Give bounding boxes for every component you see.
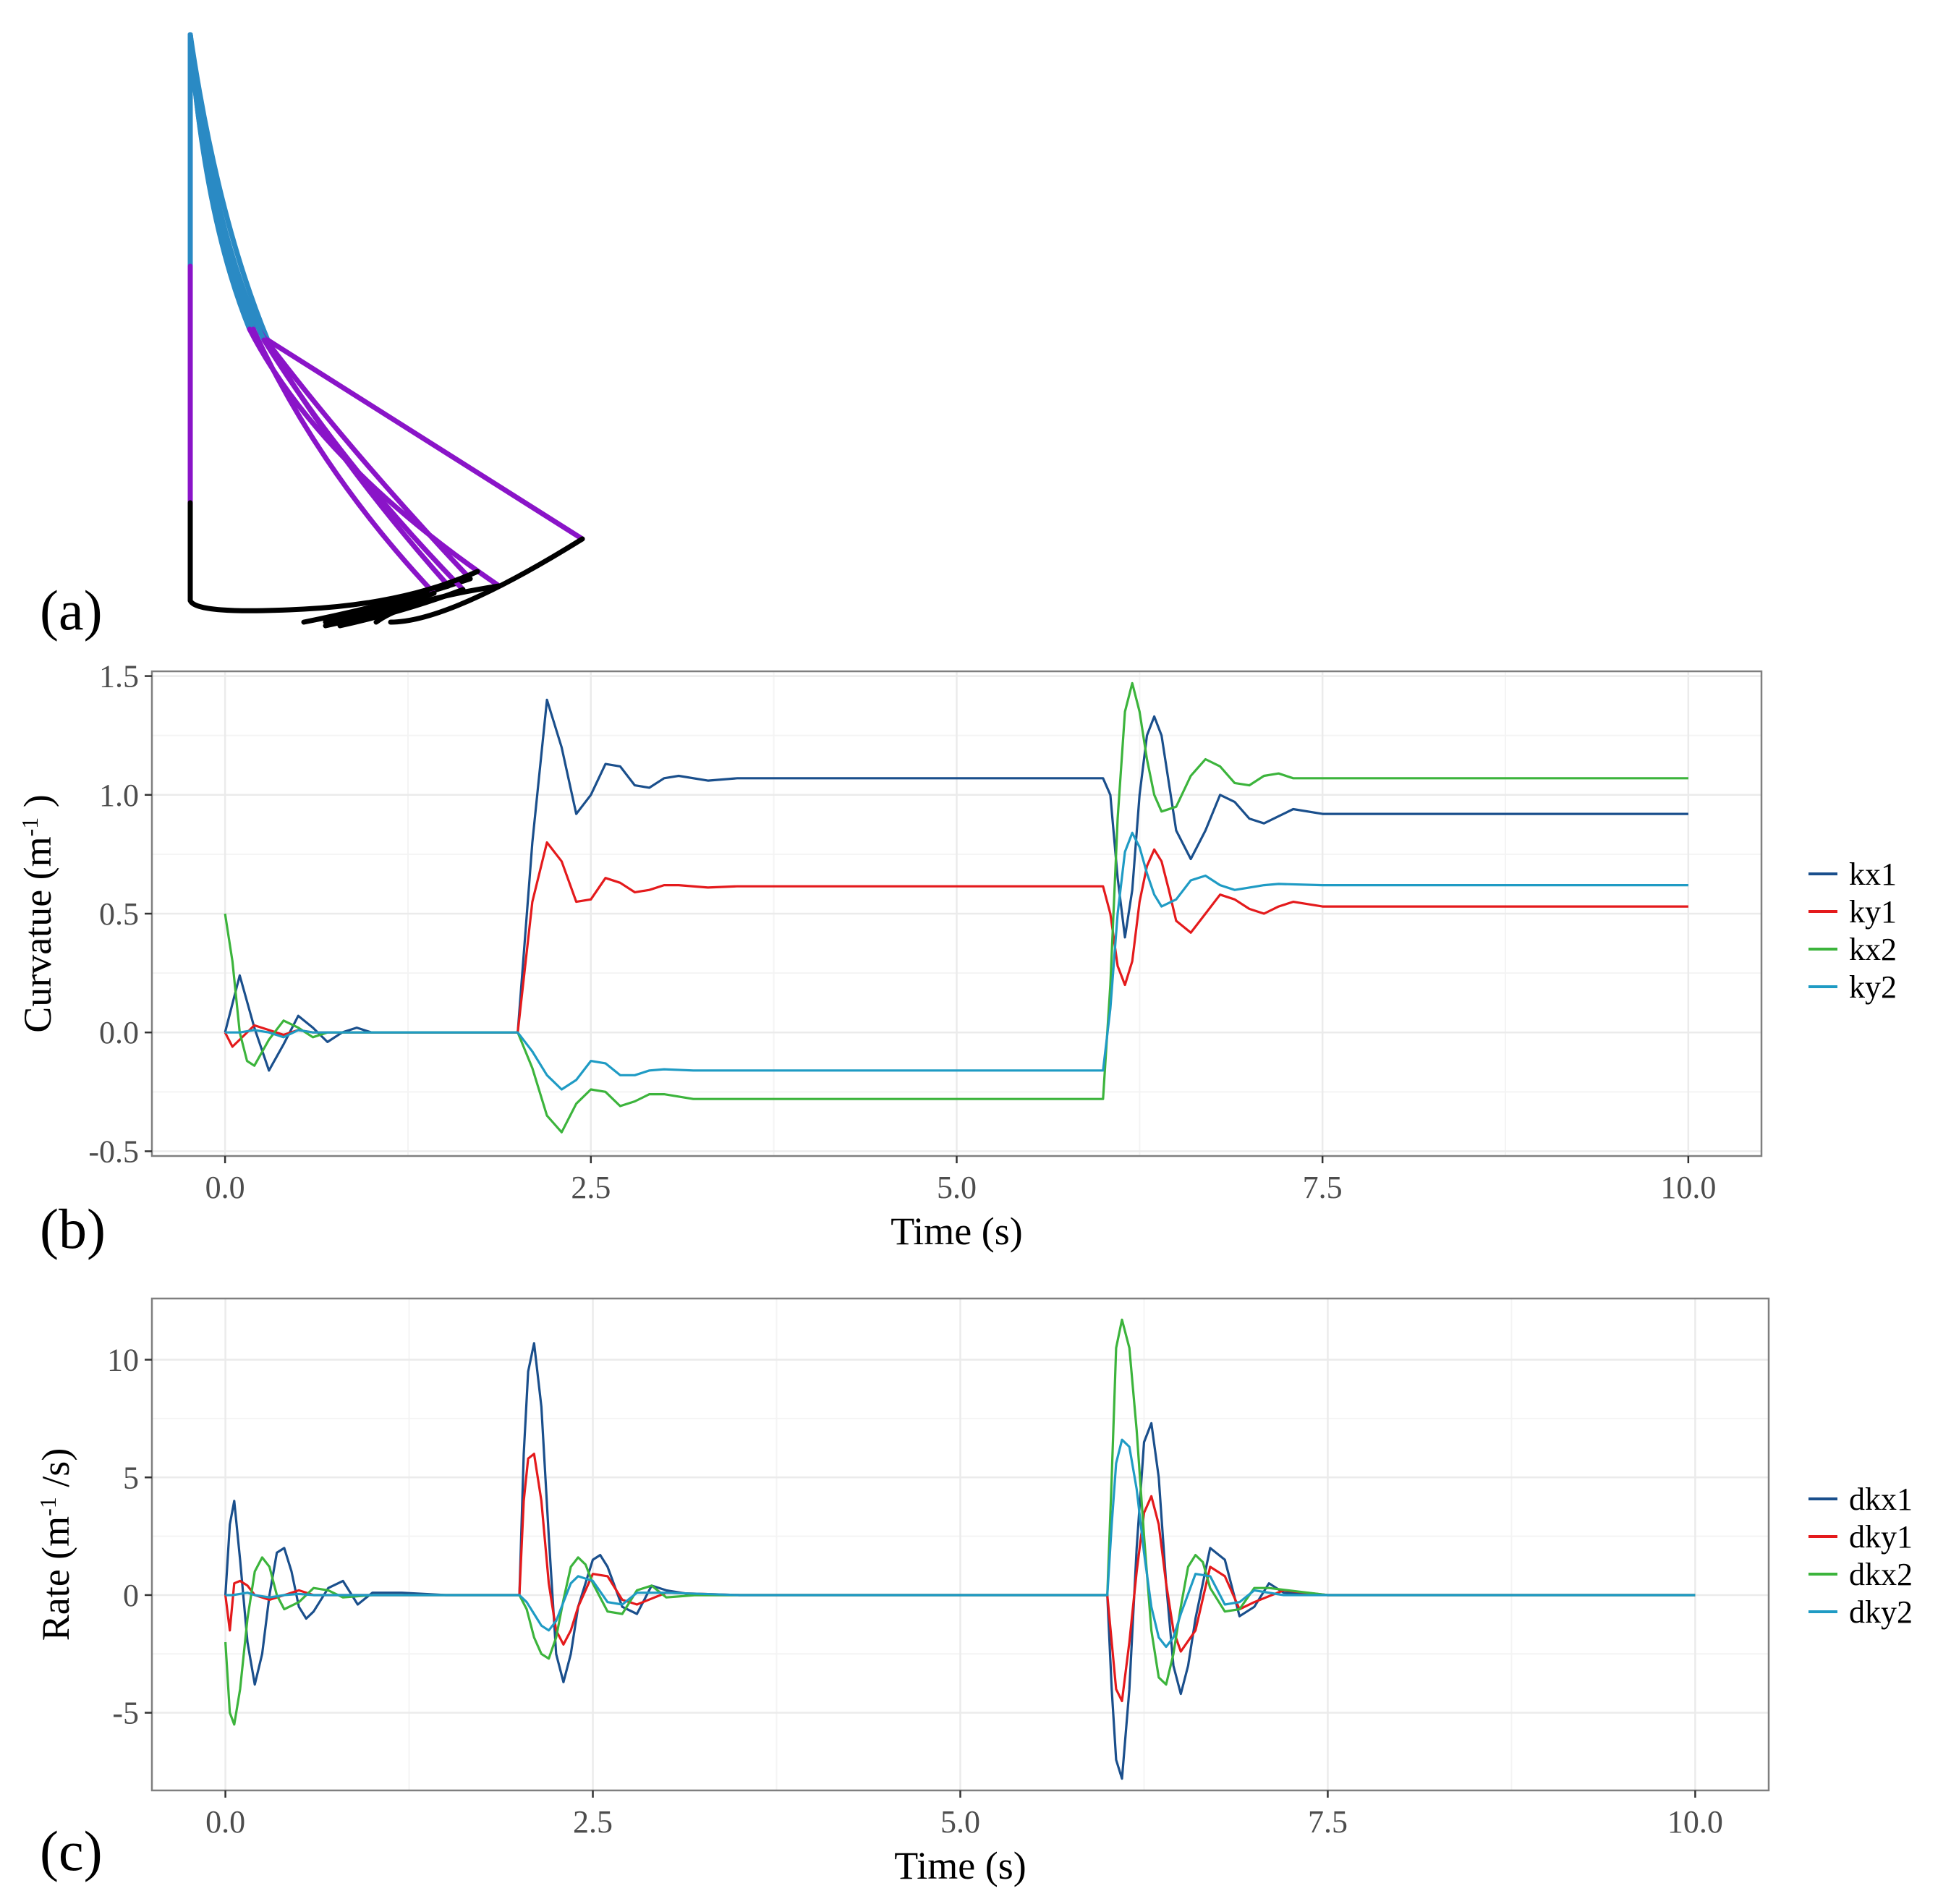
- robot-bent-base: [388, 536, 585, 625]
- robot-bent-base: [323, 590, 437, 629]
- robot-base-arc: [187, 569, 480, 613]
- y-tick-label: 0: [123, 1578, 139, 1613]
- x-tick-label: 10.0: [1667, 1804, 1723, 1840]
- y-tick-label: 0.0: [99, 1015, 139, 1050]
- series-line-dkx1: [224, 1342, 1696, 1780]
- rate-chart: 0.0 2.5 5.0 7.5 10.0 -5 0 5 10 Time (s) Rate (m-1 …: [34, 1297, 1913, 1887]
- x-tick-label: 2.5: [573, 1804, 613, 1840]
- x-axis-title: Time (s): [894, 1844, 1026, 1887]
- robot-bent-mid: [265, 337, 585, 542]
- legend-label-dkx2: dkx2: [1849, 1557, 1913, 1592]
- legend-label-dky1: dky1: [1849, 1519, 1913, 1555]
- y-tick-label: 1.0: [99, 778, 139, 813]
- x-tick-label: 2.5: [571, 1170, 611, 1205]
- series-line-dkx2: [224, 1318, 1696, 1726]
- series-line-dky1: [224, 1453, 1696, 1702]
- x-tick-label: 0.0: [205, 1170, 245, 1205]
- x-tick-label: 7.5: [1303, 1170, 1343, 1205]
- robot-configuration-sketch: (a): [40, 32, 585, 642]
- series-line-kx2: [224, 681, 1688, 1134]
- x-tick-label: 5.0: [940, 1804, 980, 1840]
- panel-c-label: (c): [40, 1819, 103, 1882]
- curvature-chart: 0.0 2.5 5.0 7.5 10.0 -0.5 0.0 0.5 1.0 1.5 Time (s)…: [16, 659, 1897, 1253]
- legend-label-ky2: ky2: [1849, 969, 1897, 1005]
- y-tick-label: -5: [112, 1696, 139, 1731]
- robot-bent-mid: [247, 326, 502, 589]
- robot-bent-base: [373, 583, 502, 625]
- y-axis-title-sup: -1: [17, 817, 43, 837]
- legend-label-kx2: kx2: [1849, 932, 1897, 967]
- y-axis-title: Rate (m-1 /s): [34, 1448, 77, 1641]
- x-tick-label: 5.0: [937, 1170, 977, 1205]
- panel-b-label: (b): [40, 1197, 106, 1260]
- y-axis-title: Curvatue (m-1 ): [16, 794, 59, 1033]
- robot-bent-top: [187, 32, 271, 343]
- panel-a-label: (a): [40, 579, 103, 642]
- robot-bent-top: [187, 32, 252, 332]
- y-axis-title-tail: /s): [34, 1448, 77, 1497]
- series-line-dky2: [225, 1438, 1696, 1649]
- x-tick-label: 7.5: [1308, 1804, 1348, 1840]
- legend-label-ky1: ky1: [1849, 894, 1897, 930]
- series-line-kx1: [224, 698, 1688, 1072]
- y-tick-label: 10: [107, 1343, 139, 1378]
- x-tick-label: 10.0: [1660, 1170, 1716, 1205]
- y-axis-title-sup: -1: [35, 1497, 61, 1516]
- y-tick-label: 5: [123, 1460, 139, 1495]
- x-tick-label: 0.0: [205, 1804, 245, 1840]
- y-tick-label: 0.5: [99, 896, 139, 932]
- y-tick-label: 1.5: [99, 659, 139, 694]
- y-axis-title-tail: ): [16, 794, 59, 817]
- legend-label-dkx1: dkx1: [1849, 1482, 1913, 1517]
- y-axis-title-main: Rate (m: [34, 1516, 77, 1641]
- y-axis-title-main: Curvatue (m: [16, 836, 59, 1032]
- legend-label-dky2: dky2: [1849, 1594, 1913, 1630]
- legend-label-kx1: kx1: [1849, 857, 1897, 892]
- x-axis-title: Time (s): [891, 1210, 1023, 1253]
- y-tick-label: -0.5: [88, 1134, 139, 1169]
- series-line-ky2: [225, 831, 1688, 1091]
